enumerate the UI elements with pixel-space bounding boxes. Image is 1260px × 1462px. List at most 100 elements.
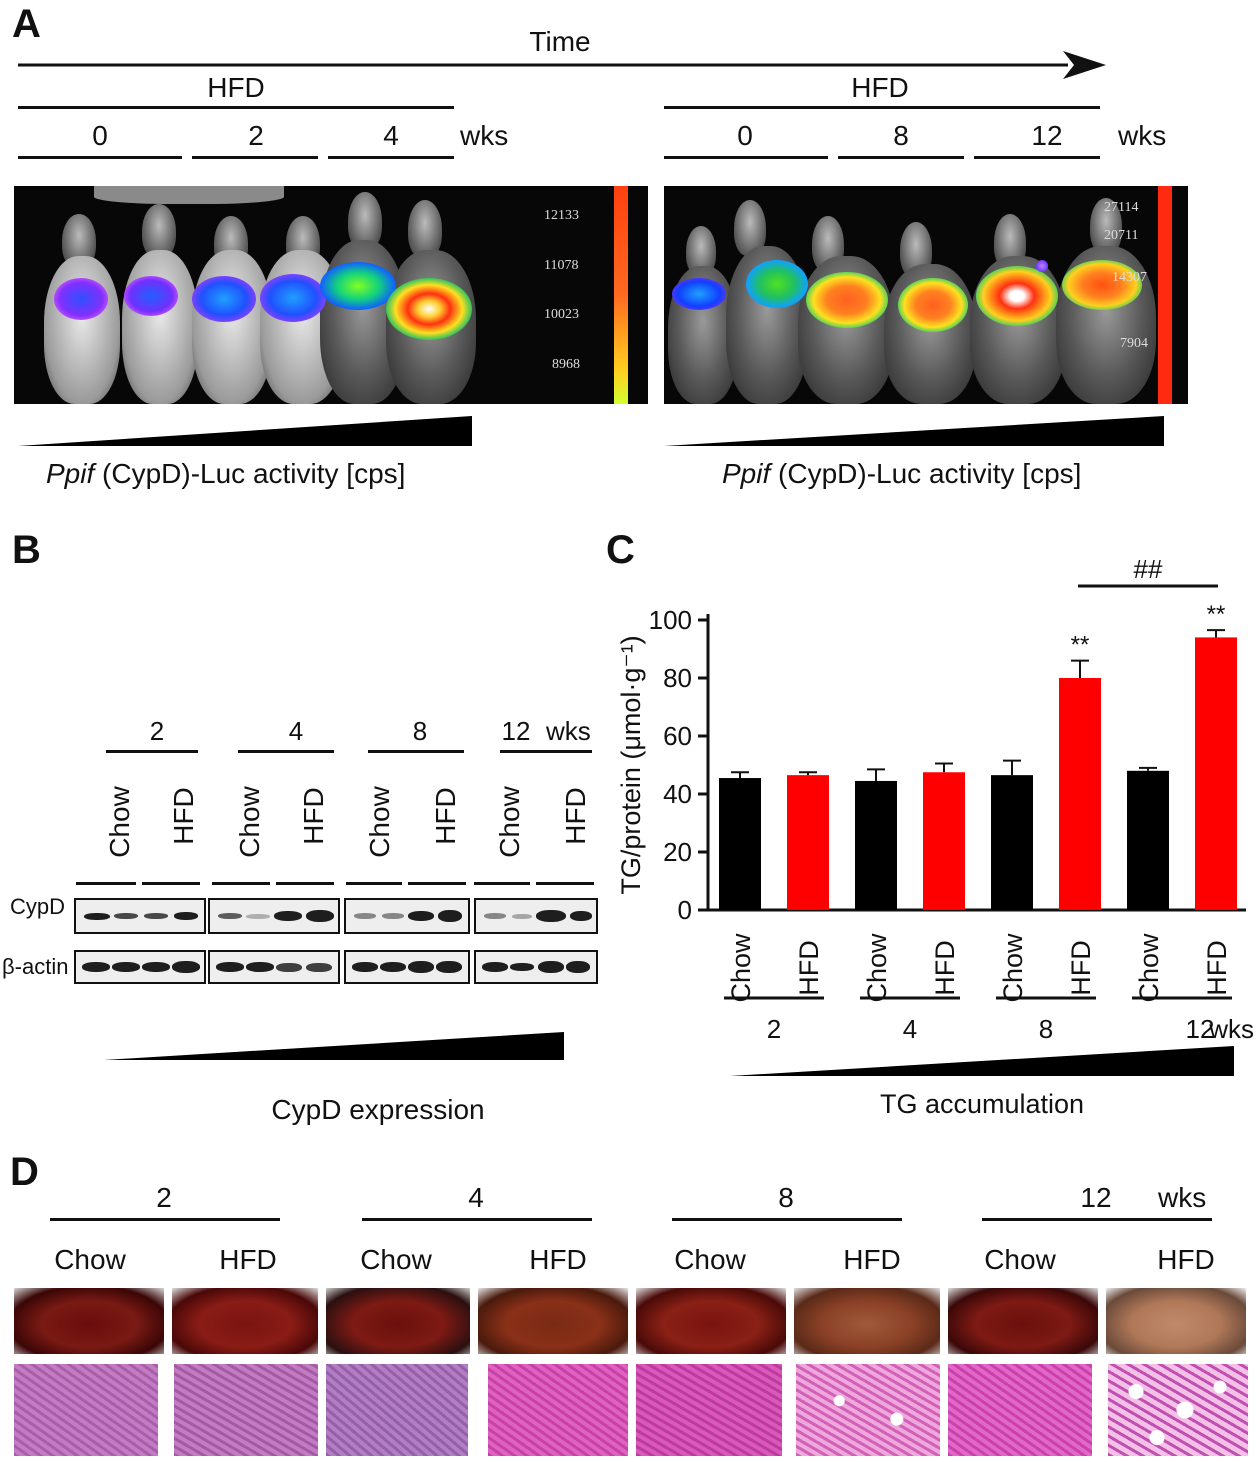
panel-a-right-week-line: [974, 156, 1100, 159]
lane-group-line: [142, 882, 200, 885]
luciferase-signal: [260, 274, 326, 322]
luciferase-signal: [1062, 260, 1142, 310]
panel-d-week-line: [50, 1218, 280, 1221]
lane-label-chow: Chow: [494, 786, 525, 858]
panel-d-week: 12: [1080, 1182, 1112, 1213]
panel-b-week: 2: [149, 716, 165, 746]
liver-photo: [636, 1288, 786, 1354]
x-tick-label: HFD: [1202, 940, 1232, 996]
blot-band: [172, 961, 200, 973]
blot-band: [274, 911, 302, 921]
histology-image: [488, 1364, 628, 1456]
bar-chow: [855, 780, 897, 910]
blot-band: [114, 913, 138, 919]
tg-accumulation-label: TG accumulation: [880, 1089, 1084, 1119]
bar-hfd: [1059, 678, 1101, 910]
lane-group-line: [346, 882, 402, 885]
mouse-head: [142, 204, 176, 258]
mouse-head: [1090, 198, 1122, 254]
blot-band: [246, 962, 274, 972]
y-tick-label: 0: [678, 895, 692, 925]
blot-band: [380, 962, 406, 972]
luciferase-signal: [672, 278, 726, 310]
x-tick-label: Chow: [862, 933, 892, 1003]
luciferase-signal: [898, 278, 968, 332]
histology-image: [326, 1364, 468, 1456]
panel-a-left-unit: wks: [460, 120, 509, 151]
panel-a-right-week-line: [838, 156, 964, 159]
histology-image: [174, 1364, 318, 1456]
y-tick-label: 20: [663, 837, 692, 867]
lane-group-line: [76, 882, 136, 885]
histology-image: [636, 1364, 782, 1456]
liver-photo: [14, 1288, 164, 1354]
y-tick-label: 80: [663, 663, 692, 693]
panel-a-left-diet: HFD: [207, 72, 265, 103]
lane-label-hfd: HFD: [430, 787, 461, 845]
mouse-body: [122, 250, 198, 404]
blot-band: [438, 910, 462, 922]
cypd-expression-label: CypD expression: [271, 1094, 485, 1125]
actin-blot-4wks: [208, 950, 340, 984]
lane-group-line: [408, 882, 466, 885]
panel-a-right-week-line: [664, 156, 828, 159]
liver-photo: [478, 1288, 628, 1354]
blot-band: [144, 913, 168, 919]
liver-photo: [794, 1288, 940, 1354]
x-tick-label: HFD: [1066, 940, 1096, 996]
time-label: Time: [529, 26, 591, 57]
blot-label-actin: β-actin: [2, 954, 69, 979]
panel-a-right-diet-line: [664, 106, 1100, 109]
lane-label-hfd: HFD: [560, 787, 591, 845]
panel-b-label: B: [12, 528, 41, 572]
week-unit-label: wks: [1208, 1014, 1254, 1044]
panel-a-left-week-line: [328, 156, 454, 159]
luciferase-signal: [806, 272, 888, 328]
panel-c-label: C: [606, 528, 635, 572]
bar-hfd: [923, 772, 965, 910]
x-tick-label: Chow: [998, 933, 1028, 1003]
lane-group-line: [212, 882, 270, 885]
histology-image: [796, 1364, 940, 1456]
panel-a-left-week-line: [18, 156, 182, 159]
blot-band: [354, 913, 376, 919]
panel-b-week-line: [238, 750, 334, 753]
blot-band: [306, 910, 334, 922]
liver-photo: [1106, 1288, 1246, 1354]
panel-b-unit: wks: [546, 716, 591, 746]
blot-band: [570, 911, 592, 921]
cypd-blot-8wks: [344, 898, 470, 934]
scale-value: 11078: [544, 258, 579, 273]
panel-d-week: 8: [778, 1182, 794, 1213]
y-tick-label: 40: [663, 779, 692, 809]
panel-a-left-week-line: [192, 156, 318, 159]
panel-b-week: 4: [288, 716, 304, 746]
blot-band: [408, 961, 434, 973]
liver-photo: [172, 1288, 318, 1354]
panel-a-right-week-2: 12: [1031, 120, 1063, 151]
blot-band: [112, 962, 140, 972]
panel-a-left-week-1: 2: [248, 120, 264, 151]
luciferase-signal: [192, 276, 256, 322]
panel-a-right-week-0: 0: [737, 120, 753, 151]
bar-hfd: [787, 775, 829, 910]
panel-a-left-diet-line: [18, 106, 454, 109]
blot-band: [566, 961, 590, 973]
blot-band: [84, 913, 110, 920]
time-arrow: [18, 51, 1106, 79]
week-label: 12: [1186, 1014, 1215, 1044]
blot-band: [408, 911, 434, 921]
significance-mark: **: [1071, 632, 1090, 659]
panel-d-week-line: [362, 1218, 592, 1221]
panel-a-left-week-2: 4: [383, 120, 399, 151]
blot-band: [436, 961, 462, 973]
blot-band: [382, 913, 404, 919]
blot-band: [218, 913, 242, 919]
panel-a-right-diet: HFD: [851, 72, 909, 103]
blot-band: [484, 913, 506, 919]
group-label-hfd: HFD: [843, 1244, 901, 1275]
panel-a-right-week-1: 8: [893, 120, 909, 151]
color-scale-bar: [1158, 186, 1172, 404]
blot-band: [174, 912, 198, 920]
